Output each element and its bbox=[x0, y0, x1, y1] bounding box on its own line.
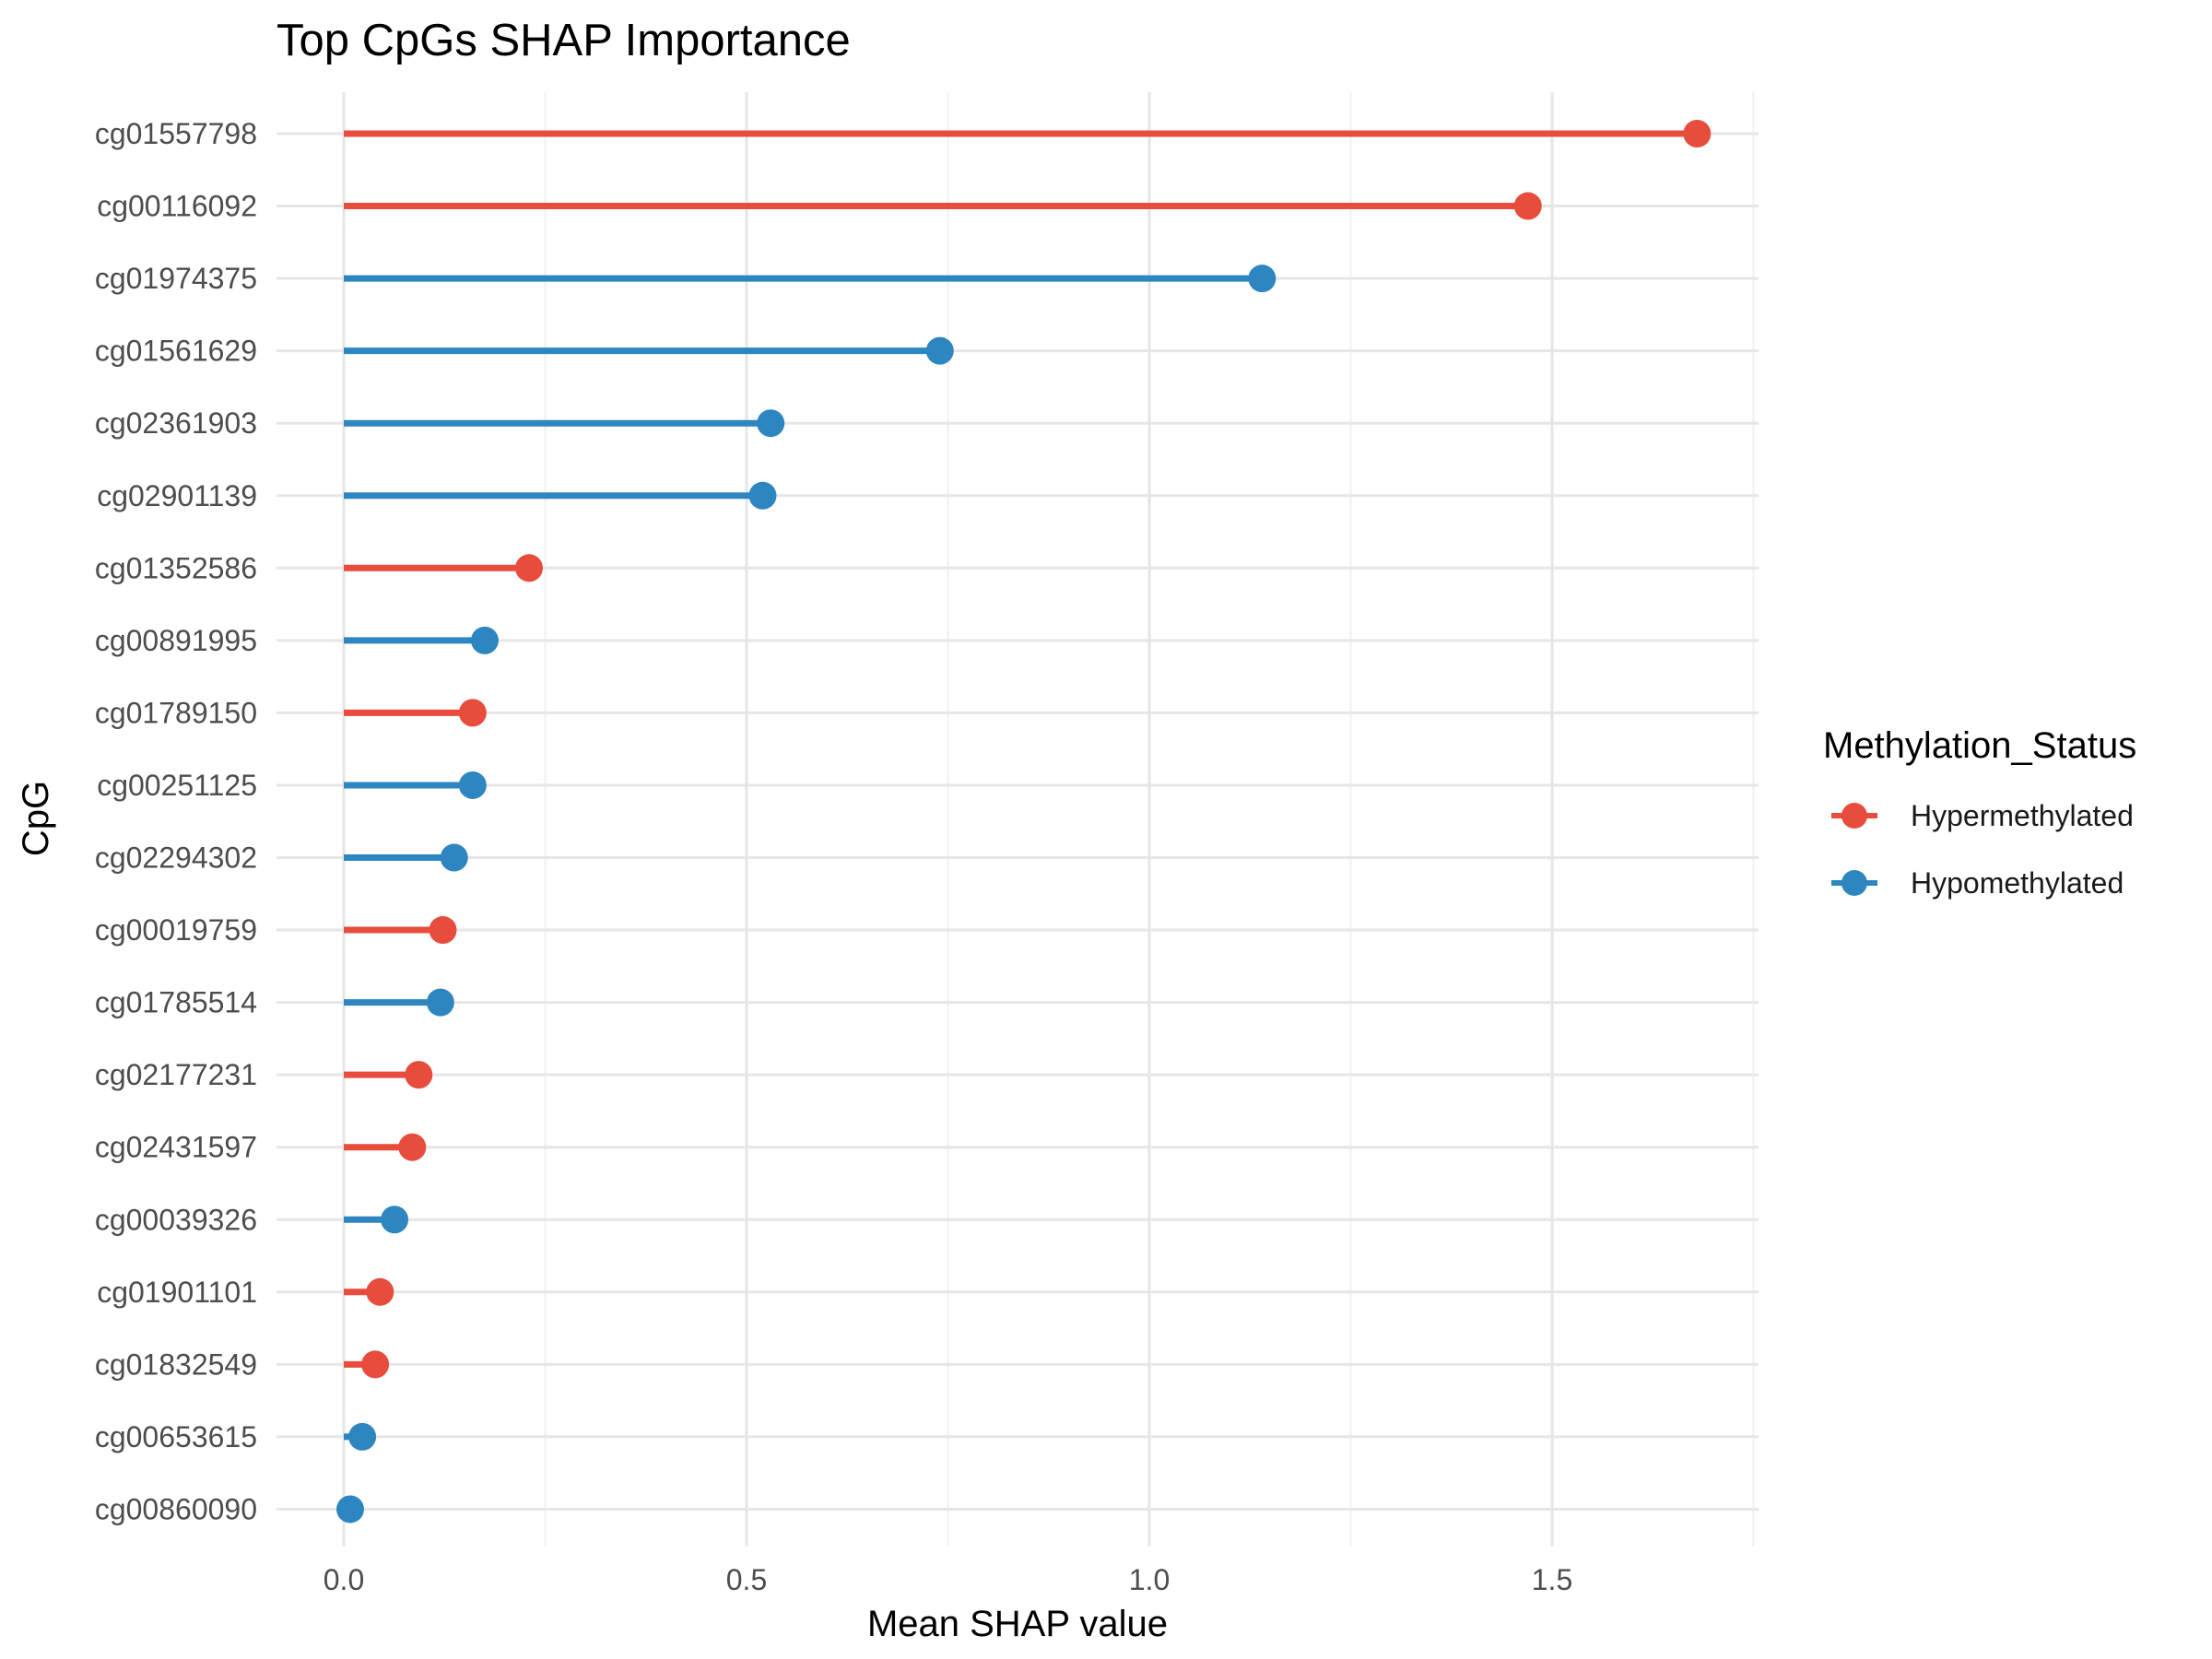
lollipop-dot bbox=[925, 336, 954, 365]
legend-key-dot bbox=[1841, 870, 1867, 896]
y-tick-labels: cg01557798 cg00116092 cg01974375 cg01561629… bbox=[95, 117, 257, 1525]
y-tick-label: cg01352586 bbox=[95, 551, 257, 584]
y-tick-label: cg02431597 bbox=[95, 1131, 257, 1164]
lollipop-dot bbox=[757, 409, 785, 438]
legend-label-hypermethylated: Hypermethylated bbox=[1911, 799, 2134, 832]
y-tick-label: cg00019759 bbox=[95, 913, 257, 947]
y-tick-label: cg01789150 bbox=[95, 696, 257, 729]
y-tick-label: cg01901101 bbox=[97, 1276, 257, 1309]
x-tick-label: 0.0 bbox=[324, 1563, 364, 1596]
lollipop-dot bbox=[348, 1422, 377, 1451]
lollipop-dot bbox=[429, 916, 457, 945]
lollipop-dot bbox=[748, 481, 777, 510]
y-tick-label: cg00039326 bbox=[95, 1203, 257, 1236]
lollipop-dot bbox=[335, 1495, 364, 1524]
y-tick-label: cg02361903 bbox=[95, 406, 257, 440]
legend-key-dot bbox=[1841, 803, 1867, 829]
y-tick-label: cg00653615 bbox=[95, 1420, 257, 1453]
lollipop-dot bbox=[515, 554, 544, 582]
legend: Methylation_Status Hypermethylated Hypom… bbox=[1823, 725, 2136, 900]
legend-item-hypomethylated[interactable]: Hypomethylated bbox=[1831, 866, 2124, 900]
y-tick-label: cg02901139 bbox=[97, 479, 257, 512]
y-tick-label: cg01557798 bbox=[95, 117, 257, 150]
lollipop-dot bbox=[366, 1277, 394, 1306]
y-tick-label: cg01561629 bbox=[95, 335, 257, 368]
chart-title: Top CpGs SHAP Importance bbox=[276, 16, 851, 65]
y-tick-label: cg01832549 bbox=[95, 1347, 257, 1381]
lollipop-dot bbox=[440, 843, 468, 872]
legend-item-hypermethylated[interactable]: Hypermethylated bbox=[1831, 799, 2134, 832]
y-tick-label: cg01974375 bbox=[95, 262, 257, 295]
x-tick-label: 1.0 bbox=[1129, 1563, 1170, 1596]
y-tick-label: cg02177231 bbox=[95, 1058, 257, 1091]
legend-title: Methylation_Status bbox=[1823, 725, 2136, 766]
x-tick-label: 0.5 bbox=[726, 1563, 767, 1596]
lollipop-dot bbox=[1248, 265, 1277, 293]
lollipop-dot bbox=[458, 699, 487, 727]
lollipop-dot bbox=[398, 1133, 427, 1161]
y-axis-title: CpG bbox=[16, 781, 56, 856]
y-tick-label: cg02294302 bbox=[95, 841, 257, 875]
y-tick-label: cg00891995 bbox=[95, 624, 257, 657]
x-axis-title: Mean SHAP value bbox=[867, 1604, 1168, 1644]
y-tick-label: cg00251125 bbox=[97, 769, 257, 802]
lollipop-dots bbox=[335, 120, 1712, 1524]
y-tick-label: cg01785514 bbox=[95, 986, 257, 1019]
lollipop-stems bbox=[344, 130, 1698, 1512]
y-tick-label: cg00860090 bbox=[95, 1492, 257, 1525]
lollipop-dot bbox=[1683, 120, 1712, 147]
lollipop-dot bbox=[470, 626, 499, 654]
lollipop-dot bbox=[426, 988, 454, 1017]
lollipop-dot bbox=[361, 1350, 390, 1379]
x-tick-labels: 0.0 0.5 1.0 1.5 bbox=[324, 1563, 1572, 1596]
lollipop-dot bbox=[381, 1206, 409, 1234]
lollipop-dot bbox=[1513, 192, 1542, 220]
legend-label-hypomethylated: Hypomethylated bbox=[1911, 866, 2124, 900]
lollipop-dot bbox=[458, 771, 487, 799]
x-tick-label: 1.5 bbox=[1532, 1563, 1572, 1596]
y-tick-label: cg00116092 bbox=[97, 190, 257, 223]
lollipop-dot bbox=[405, 1061, 433, 1089]
